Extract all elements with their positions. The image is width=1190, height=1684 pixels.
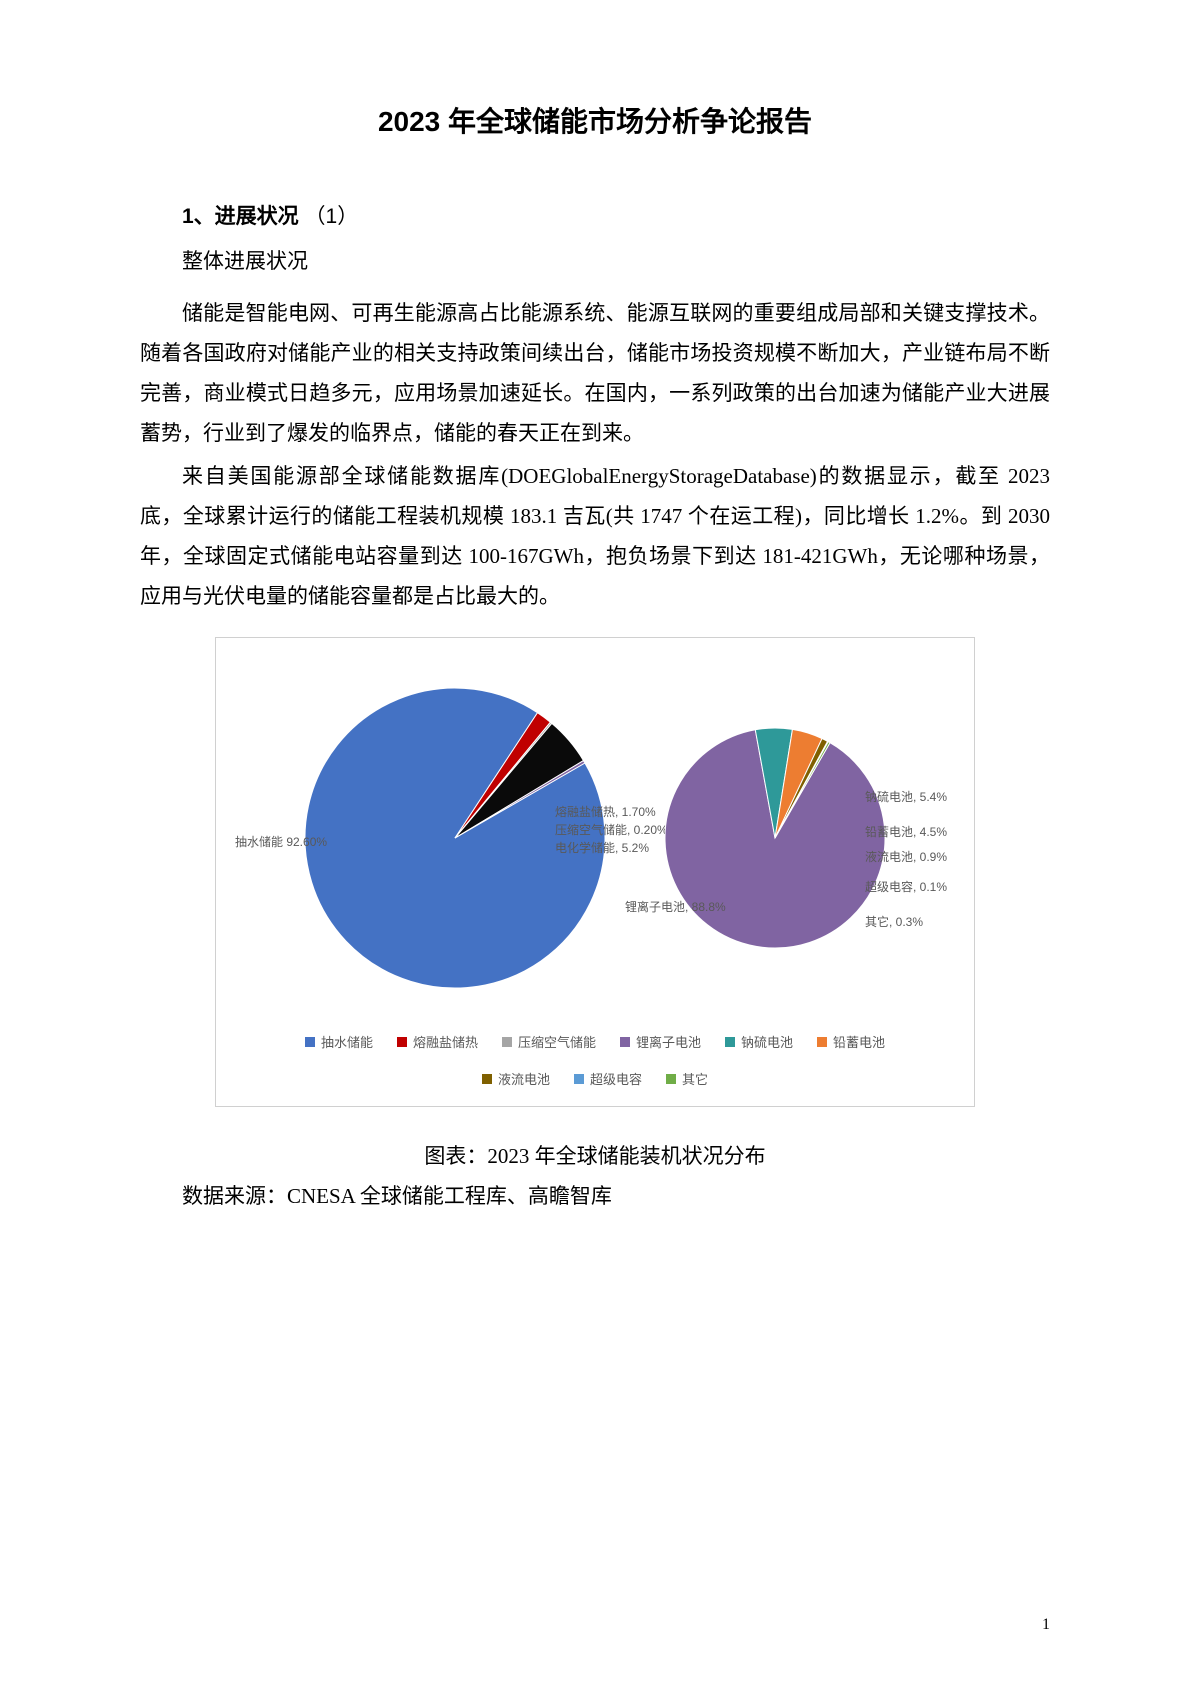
legend-item: 其它 (666, 1069, 708, 1088)
legend-swatch (482, 1074, 492, 1084)
legend-label: 熔融盐储热 (413, 1032, 478, 1051)
chart-source: 数据来源：CNESA 全球储能工程库、高瞻智库 (140, 1177, 1050, 1217)
pie-row: 抽水储能 92.60% 熔融盐储热, 1.70% 压缩空气储能, 0.20% 电… (226, 658, 964, 1018)
subheading: 整体进展状况 (140, 242, 1050, 282)
legend-swatch (502, 1037, 512, 1047)
pie-left-label-2: 电化学储能, 5.2% (555, 839, 649, 856)
paragraph-1: 储能是智能电网、可再生能源高占比能源系统、能源互联网的重要组成局部和关键支撑技术… (140, 294, 1050, 454)
legend-item: 锂离子电池 (620, 1032, 701, 1051)
page-number: 1 (1042, 1616, 1050, 1634)
legend-item: 抽水储能 (305, 1032, 373, 1051)
legend-item: 熔融盐储热 (397, 1032, 478, 1051)
legend-swatch (305, 1037, 315, 1047)
legend-label: 铅蓄电池 (833, 1032, 885, 1051)
pie-right-label-0: 钠硫电池, 5.4% (865, 788, 947, 805)
legend-item: 液流电池 (482, 1069, 550, 1088)
legend-swatch (620, 1037, 630, 1047)
pie-left-label-1: 压缩空气储能, 0.20% (555, 821, 668, 838)
legend-label: 压缩空气储能 (518, 1032, 596, 1051)
pie-right-label-1: 铅蓄电池, 4.5% (865, 823, 947, 840)
chart-container: 抽水储能 92.60% 熔融盐储热, 1.70% 压缩空气储能, 0.20% 电… (215, 637, 975, 1107)
pie-left-label-0: 熔融盐储热, 1.70% (555, 803, 656, 820)
legend-label: 其它 (682, 1069, 708, 1088)
pie-right-wrap: 锂离子电池, 88.8% 钠硫电池, 5.4% 铅蓄电池, 4.5% 液流电池,… (665, 728, 885, 948)
section-heading: 1、进展状况 （1） (140, 200, 1050, 230)
legend-label: 锂离子电池 (636, 1032, 701, 1051)
pie-right (665, 728, 885, 948)
legend-label: 液流电池 (498, 1069, 550, 1088)
legend-label: 超级电容 (590, 1069, 642, 1088)
paragraph-2: 来自美国能源部全球储能数据库(DOEGlobalEnergyStorageDat… (140, 457, 1050, 617)
legend-swatch (725, 1037, 735, 1047)
pie-left (305, 688, 605, 988)
legend-item: 铅蓄电池 (817, 1032, 885, 1051)
legend-label: 抽水储能 (321, 1032, 373, 1051)
pie-right-label-3: 超级电容, 0.1% (865, 878, 947, 895)
chart-caption: 图表：2023 年全球储能装机状况分布 (140, 1137, 1050, 1177)
legend-item: 压缩空气储能 (502, 1032, 596, 1051)
pie-right-label-2: 液流电池, 0.9% (865, 848, 947, 865)
legend-swatch (666, 1074, 676, 1084)
legend-item: 钠硫电池 (725, 1032, 793, 1051)
legend-swatch (574, 1074, 584, 1084)
pie-right-label-4: 其它, 0.3% (865, 913, 923, 930)
section-paren: （1） (305, 205, 359, 228)
legend-swatch (817, 1037, 827, 1047)
section-index: 1、进展状况 (182, 205, 299, 228)
page-title: 2023 年全球储能市场分析争论报告 (140, 100, 1050, 140)
pie-left-wrap: 抽水储能 92.60% 熔融盐储热, 1.70% 压缩空气储能, 0.20% 电… (305, 688, 605, 988)
pie-right-center-label: 锂离子电池, 88.8% (625, 898, 726, 915)
legend-label: 钠硫电池 (741, 1032, 793, 1051)
pie-left-main-label: 抽水储能 92.60% (235, 833, 327, 850)
chart-legend: 抽水储能 熔融盐储热 压缩空气储能 锂离子电池 钠硫电池 铅蓄电池液流电池 超级电容 其它 (226, 1018, 964, 1096)
legend-swatch (397, 1037, 407, 1047)
legend-item: 超级电容 (574, 1069, 642, 1088)
